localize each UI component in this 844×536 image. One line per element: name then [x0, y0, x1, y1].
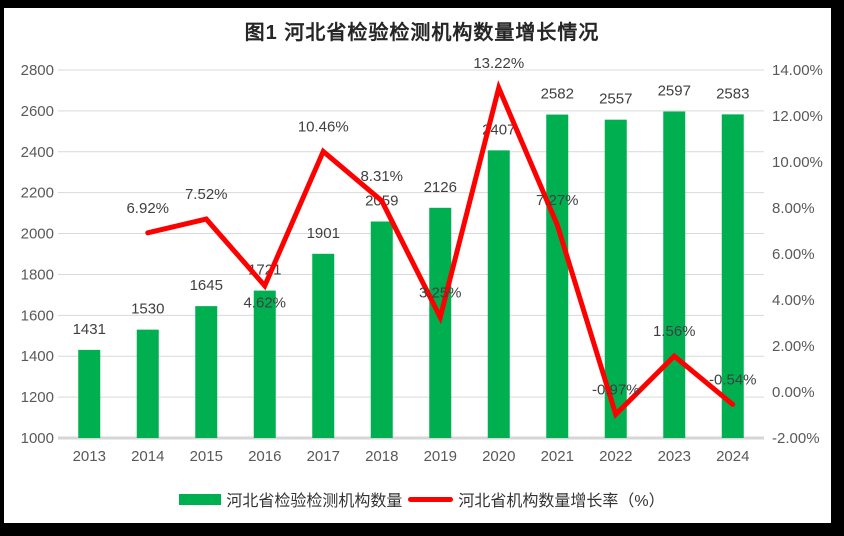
bar-2013 [78, 349, 101, 438]
x-axis-label: 2018 [365, 448, 398, 465]
line-series-swatch-icon [408, 496, 454, 502]
bar-label-2017: 1901 [307, 225, 340, 242]
right-axis-tick: 2.00% [772, 338, 815, 355]
line-series [145, 80, 736, 419]
growth-rate-line [145, 80, 736, 419]
right-axis-tick: 0.00% [772, 384, 815, 401]
line-label-2023: 1.56% [653, 323, 696, 340]
left-axis-tick: 1400 [21, 348, 54, 365]
bar-series-swatch-icon [179, 493, 222, 505]
left-axis-tick: 1200 [21, 389, 54, 406]
line-label-2020: 13.22% [473, 55, 524, 72]
bar-label-2024: 2583 [716, 85, 749, 102]
bar-2021 [546, 114, 569, 439]
bar-label-2021: 2582 [541, 86, 574, 103]
line-label-2018: 8.31% [360, 168, 403, 185]
left-axis-tick: 2600 [21, 103, 54, 120]
x-axis-label: 2017 [307, 448, 340, 465]
line-label-2022: -0.97% [592, 381, 640, 398]
bar-2022 [604, 119, 627, 439]
bar-2020 [487, 150, 510, 438]
bar-2014 [136, 329, 159, 438]
legend-label-line: 河北省机构数量增长率（%） [458, 493, 665, 510]
left-axis-tick: 1800 [21, 266, 54, 283]
gridlines [58, 69, 764, 440]
line-label-2017: 10.46% [298, 118, 349, 135]
bar-2018 [370, 221, 393, 438]
left-axis-tick: 1600 [21, 307, 54, 324]
bar-label-2014: 1530 [131, 301, 164, 318]
line-label-2015: 7.52% [185, 186, 228, 203]
left-axis-tick: 2800 [21, 62, 54, 79]
x-axis-label: 2016 [248, 448, 281, 465]
chart-title: 图1 河北省检验检测机构数量增长情况 [244, 22, 600, 44]
right-axis-tick: 10.00% [772, 154, 823, 171]
left-axis-tick: 2200 [21, 185, 54, 202]
right-axis-tick: 4.00% [772, 292, 815, 309]
bar-label-2015: 1645 [190, 277, 223, 294]
right-axis-tick: 6.00% [772, 246, 815, 263]
axis-tick-labels: 2800 2600 2400 2200 2000 1800 1600 1400 1200 1000… [21, 62, 823, 465]
x-axis-label: 2022 [599, 448, 632, 465]
bar-label-2023: 2597 [658, 83, 691, 100]
bar-2015 [195, 306, 218, 438]
bar-2019 [429, 207, 452, 438]
legend: 河北省检验检测机构数量 河北省机构数量增长率（%） [0, 487, 844, 511]
line-label-2019: 3.25% [419, 284, 462, 301]
x-axis-label: 2015 [190, 448, 223, 465]
bar-label-2013: 1431 [73, 321, 106, 338]
x-axis-label: 2014 [131, 448, 164, 465]
legend-item-line: 河北省机构数量增长率（%） [408, 487, 665, 511]
left-axis-tick: 2000 [21, 226, 54, 243]
bar-2017 [312, 253, 335, 438]
legend-item-bars: 河北省检验检测机构数量 [179, 487, 402, 511]
bar-2023 [663, 111, 686, 438]
right-axis-tick: 12.00% [772, 108, 823, 125]
right-axis-tick: -2.00% [772, 430, 820, 447]
x-axis-label: 2019 [424, 448, 457, 465]
bar-2016 [253, 290, 276, 438]
right-axis-tick: 8.00% [772, 200, 815, 217]
line-label-2021: 7.27% [536, 192, 579, 209]
line-label-2014: 6.92% [126, 200, 169, 217]
x-axis-label: 2023 [658, 448, 691, 465]
legend-label-bars: 河北省检验检测机构数量 [226, 493, 403, 510]
bar-label-2022: 2557 [599, 91, 632, 108]
x-axis-label: 2020 [482, 448, 515, 465]
x-axis-label: 2024 [716, 448, 749, 465]
left-axis-tick: 1000 [21, 430, 54, 447]
bar-label-2019: 2126 [424, 179, 457, 196]
bar-2024 [721, 114, 744, 438]
x-axis-label: 2021 [541, 448, 574, 465]
left-axis-tick: 2400 [21, 144, 54, 161]
bar-series [78, 111, 744, 439]
line-data-labels: 6.92% 7.52% 4.62% 10.46% 8.31% 3.25% 13.22% 7.2… [126, 55, 756, 398]
x-axis-label: 2013 [73, 448, 106, 465]
line-label-2016: 4.62% [243, 295, 286, 312]
right-axis-tick: 14.00% [772, 62, 823, 79]
line-label-2024: -0.54% [709, 371, 757, 388]
